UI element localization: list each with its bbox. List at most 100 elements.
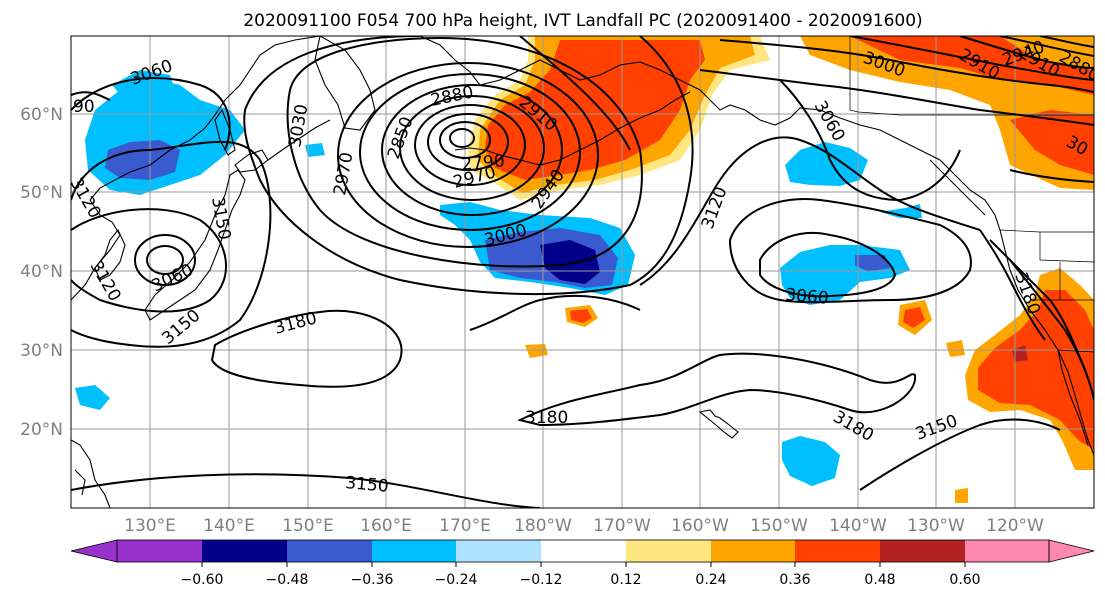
lon-label: 160°W xyxy=(671,516,729,536)
lon-label: 120°W xyxy=(986,516,1044,536)
coastlines xyxy=(71,36,1094,508)
ivt-negative-east-north xyxy=(785,142,868,186)
colorbar-bin xyxy=(626,540,711,562)
contour-2940-ne xyxy=(959,36,1094,69)
map-panel: 3060 90 3150 3120 3120 3060 3150 3030 28… xyxy=(71,36,1094,508)
ivt-positive-patch-3-red xyxy=(903,307,925,328)
contour-3120-ne xyxy=(979,229,1046,341)
contour-low-2940 xyxy=(381,84,563,216)
colorbar-bin xyxy=(117,540,202,562)
colorbar-bin xyxy=(965,540,1049,562)
latitude-labels: 60°N 50°N 40°N 30°N 20°N xyxy=(20,105,63,440)
coast-japan xyxy=(144,169,246,321)
coast-kuril-islands xyxy=(267,119,331,161)
coast-sakhalin xyxy=(214,108,236,156)
lon-label: 170°E xyxy=(439,516,491,536)
contour-3150-se xyxy=(859,418,1061,491)
ivt-positive-canada-red2 xyxy=(1010,110,1094,175)
contour-high-3060 xyxy=(134,234,196,286)
coast-kamchatka xyxy=(314,36,376,131)
contour-3180-central xyxy=(517,352,917,427)
contour-3090-nw xyxy=(71,91,111,101)
colorbar-frame xyxy=(116,539,1050,563)
colorbar-bin xyxy=(711,540,795,562)
ivt-negative-east-mid xyxy=(855,255,890,272)
longitude-labels: 130°E 140°E 150°E 160°E 170°E 180°W 170°… xyxy=(124,516,1044,536)
contour-3030-low xyxy=(469,294,641,331)
coast-baja xyxy=(1057,349,1089,446)
lat-label: 50°N xyxy=(20,183,63,203)
contour-2970-ne xyxy=(849,36,1094,81)
lat-label: 30°N xyxy=(20,341,63,361)
colorbar-tick-label: 0.60 xyxy=(949,572,980,588)
colorbar-bin xyxy=(795,540,880,562)
colorbar-bin xyxy=(880,540,965,562)
colorbar-tick-label: −0.12 xyxy=(520,572,563,588)
ivt-positive-patch-1-red xyxy=(570,309,592,323)
contour-3150-west xyxy=(71,140,272,348)
contour-low-2850 xyxy=(427,113,509,171)
contour-3180-west xyxy=(210,309,403,388)
coast-hawaii xyxy=(698,409,739,439)
colorbar-tick-label: 0.36 xyxy=(779,572,810,588)
contour-3060-main xyxy=(243,36,694,296)
ivt-positive-patch-4 xyxy=(946,340,965,357)
colorbar-bin xyxy=(202,540,287,562)
ivt-positive-california-darkred xyxy=(1012,345,1028,362)
contour-2910-ne xyxy=(999,36,1094,57)
lon-label: 180°W xyxy=(514,516,572,536)
border-alaska-canada xyxy=(849,36,1094,116)
contour-low-2970 xyxy=(359,73,581,231)
ivt-negative-patch-c xyxy=(75,385,110,410)
lon-label: 170°W xyxy=(593,516,651,536)
contour-low-3000 xyxy=(337,62,599,248)
lat-label: 60°N xyxy=(20,105,63,125)
lon-label: 160°E xyxy=(360,516,412,536)
coast-aleutians xyxy=(454,91,691,166)
contour-label: 2790 xyxy=(461,151,506,175)
coast-chukotka-alaska xyxy=(419,36,1094,456)
contour-low-2910 xyxy=(399,95,545,201)
contour-label: 3150 xyxy=(345,473,390,497)
ivt-negative-central-navy xyxy=(540,240,600,284)
colorbar-tick-label: −0.24 xyxy=(435,572,478,588)
contour-3180-e xyxy=(1009,259,1094,401)
contour-3030-ne xyxy=(699,69,1094,126)
contour-low-2790 xyxy=(449,128,475,148)
contour-3060-ne xyxy=(779,79,961,202)
ivt-negative-patch-d xyxy=(305,143,325,157)
map-frame xyxy=(70,35,1095,509)
contour-3000-n xyxy=(519,36,631,151)
lon-label: 130°W xyxy=(907,516,965,536)
contour-3030 xyxy=(286,36,643,268)
coast-philippines-taiwan xyxy=(71,439,111,508)
contour-3120-central xyxy=(639,136,981,286)
contour-high-3090 xyxy=(146,245,184,275)
coast-korea xyxy=(94,228,126,281)
contour-label: 90 xyxy=(73,97,95,117)
colorbar-tick-label: −0.36 xyxy=(351,572,394,588)
ivt-positive-gulf-red xyxy=(485,40,705,180)
ivt-positive-patch-2 xyxy=(525,344,548,358)
ivt-negative-patch-b xyxy=(782,436,840,486)
contour-3120-west xyxy=(71,208,227,313)
contour-label: 3060 xyxy=(785,285,830,309)
colorbar-bin xyxy=(541,540,626,562)
colorbar-bin xyxy=(372,540,456,562)
colorbar-tick-label: 0.24 xyxy=(695,572,726,588)
lon-label: 130°E xyxy=(124,516,176,536)
height-contours xyxy=(71,36,1094,508)
lat-label: 40°N xyxy=(20,262,63,282)
contour-3060-nw xyxy=(71,77,231,151)
colorbar-bin xyxy=(456,540,541,562)
ivt-positive-canada-red xyxy=(850,36,1094,95)
figure-title: 2020091100 F054 700 hPa height, IVT Land… xyxy=(243,11,922,31)
lon-label: 150°W xyxy=(750,516,808,536)
ivt-negative-japan-sea-mid xyxy=(105,140,180,180)
contour-3150-south xyxy=(71,473,541,508)
colorbar-bin xyxy=(287,540,372,562)
coast-asia-mainland xyxy=(71,36,321,301)
ivt-positive-patch-5 xyxy=(955,488,968,503)
contour-low-2880 xyxy=(414,104,526,186)
